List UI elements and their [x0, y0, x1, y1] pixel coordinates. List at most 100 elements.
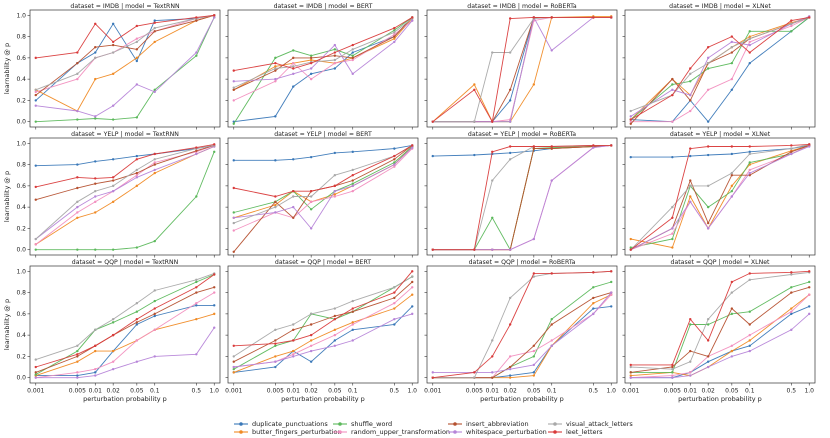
data-point-duplicate_punctuations [292, 158, 295, 161]
series-line-duplicate_punctuations [630, 17, 810, 123]
data-point-leet_letters [94, 177, 97, 180]
data-point-random_upper_transformation [790, 310, 793, 313]
panel-frame [426, 265, 618, 384]
legend-marker [338, 422, 342, 426]
data-point-visual_attack_letters [706, 61, 710, 65]
x-axis-label: perturbation probability p [678, 395, 762, 403]
data-point-duplicate_punctuations [232, 159, 235, 162]
data-point-duplicate_punctuations [730, 152, 734, 156]
data-point-duplicate_punctuations [629, 155, 632, 159]
data-point-random_upper_transformation [351, 189, 354, 193]
series-line-random_upper_transformation [233, 148, 413, 231]
data-point-butter_fingers_perturbation [274, 65, 277, 68]
series-line-insert_abbreviation [630, 144, 810, 251]
data-point-butter_fingers_perturbation [232, 371, 235, 374]
series-line-butter_fingers_perturbation [233, 146, 413, 219]
data-point-visual_attack_letters [508, 296, 512, 300]
series-line-random_upper_transformation [630, 144, 810, 251]
data-point-duplicate_punctuations [706, 120, 710, 123]
data-point-butter_fingers_perturbation [111, 200, 115, 204]
legend-marker [553, 422, 557, 426]
data-point-duplicate_punctuations [94, 160, 97, 163]
data-point-leet_letters [508, 145, 512, 148]
series-line-butter_fingers_perturbation [432, 15, 612, 123]
legend-marker [239, 422, 243, 426]
data-point-whitespace_perturbation [76, 376, 79, 379]
data-point-leet_letters [135, 158, 139, 161]
data-point-insert_abbreviation [689, 99, 692, 102]
data-point-shuffle_word [706, 205, 710, 209]
data-point-whitespace_perturbation [195, 353, 198, 356]
data-point-duplicate_punctuations [748, 61, 751, 65]
data-point-leet_letters [393, 26, 396, 30]
data-point-leet_letters [706, 46, 710, 49]
data-point-random_upper_transformation [153, 328, 156, 332]
data-point-whitespace_perturbation [153, 168, 156, 172]
series-line-butter_fingers_perturbation [35, 146, 215, 245]
series-line-insert_abbreviation [432, 292, 612, 379]
data-point-shuffle_word [274, 56, 277, 60]
x-tick-label: 0.001 [225, 388, 242, 395]
data-point-leet_letters [629, 363, 632, 367]
data-point-shuffle_word [748, 310, 751, 313]
data-point-random_upper_transformation [351, 58, 354, 62]
data-point-butter_fingers_perturbation [76, 216, 79, 219]
panel-frame [29, 265, 221, 384]
series-line-duplicate_punctuations [630, 305, 810, 379]
data-point-insert_abbreviation [790, 291, 793, 294]
series-line-insert_abbreviation [233, 281, 413, 363]
series-line-random_upper_transformation [630, 16, 810, 123]
data-point-visual_attack_letters [748, 152, 751, 156]
data-point-whitespace_perturbation [706, 365, 710, 369]
x-tick-label: 0.005 [664, 388, 681, 395]
data-point-leet_letters [592, 16, 595, 19]
data-point-duplicate_punctuations [34, 99, 37, 102]
y-tick-label: 0.2 [16, 97, 26, 104]
data-point-whitespace_perturbation [491, 371, 494, 374]
data-point-visual_attack_letters [790, 147, 793, 150]
data-point-whitespace_perturbation [689, 93, 692, 97]
data-point-leet_letters [351, 307, 354, 310]
data-point-butter_fingers_perturbation [532, 83, 536, 86]
data-point-duplicate_punctuations [309, 155, 313, 159]
data-point-shuffle_word [491, 216, 494, 219]
data-point-butter_fingers_perturbation [94, 211, 97, 214]
data-point-insert_abbreviation [671, 365, 674, 369]
data-point-whitespace_perturbation [333, 344, 337, 347]
data-point-shuffle_word [629, 246, 632, 249]
data-point-whitespace_perturbation [393, 40, 396, 44]
data-point-leet_letters [671, 93, 674, 97]
data-point-shuffle_word [274, 344, 277, 347]
data-point-insert_abbreviation [532, 344, 536, 347]
series-line-visual_attack_letters [233, 18, 413, 89]
data-point-visual_attack_letters [135, 40, 139, 44]
data-point-butter_fingers_perturbation [532, 374, 536, 377]
data-point-random_upper_transformation [730, 344, 734, 347]
data-point-butter_fingers_perturbation [473, 83, 476, 86]
data-point-butter_fingers_perturbation [333, 328, 337, 332]
data-point-shuffle_word [232, 211, 235, 214]
data-point-leet_letters [411, 144, 414, 147]
data-point-whitespace_perturbation [431, 371, 434, 374]
x-axis-label: perturbation probability p [281, 395, 365, 403]
data-point-random_upper_transformation [333, 61, 337, 65]
data-point-leet_letters [706, 339, 710, 342]
panel-title: dataset = QQP | model = BERT [275, 259, 371, 266]
data-point-butter_fingers_perturbation [195, 317, 198, 321]
data-point-insert_abbreviation [34, 93, 37, 97]
data-point-insert_abbreviation [274, 69, 277, 72]
data-point-whitespace_perturbation [153, 355, 156, 358]
legend-label: visual_attack_letters [566, 420, 633, 428]
data-point-leet_letters [411, 16, 414, 19]
series-line-random_upper_transformation [35, 144, 215, 245]
series-line-leet_letters [630, 143, 810, 251]
y-axis-label: learnability @ p [3, 171, 11, 222]
data-point-insert_abbreviation [153, 312, 156, 316]
series-line-whitespace_perturbation [233, 147, 413, 230]
data-point-leet_letters [94, 22, 97, 26]
data-point-insert_abbreviation [671, 77, 674, 81]
data-point-random_upper_transformation [393, 165, 396, 168]
data-point-whitespace_perturbation [333, 189, 337, 193]
data-point-visual_attack_letters [232, 86, 235, 89]
data-point-leet_letters [34, 56, 37, 60]
